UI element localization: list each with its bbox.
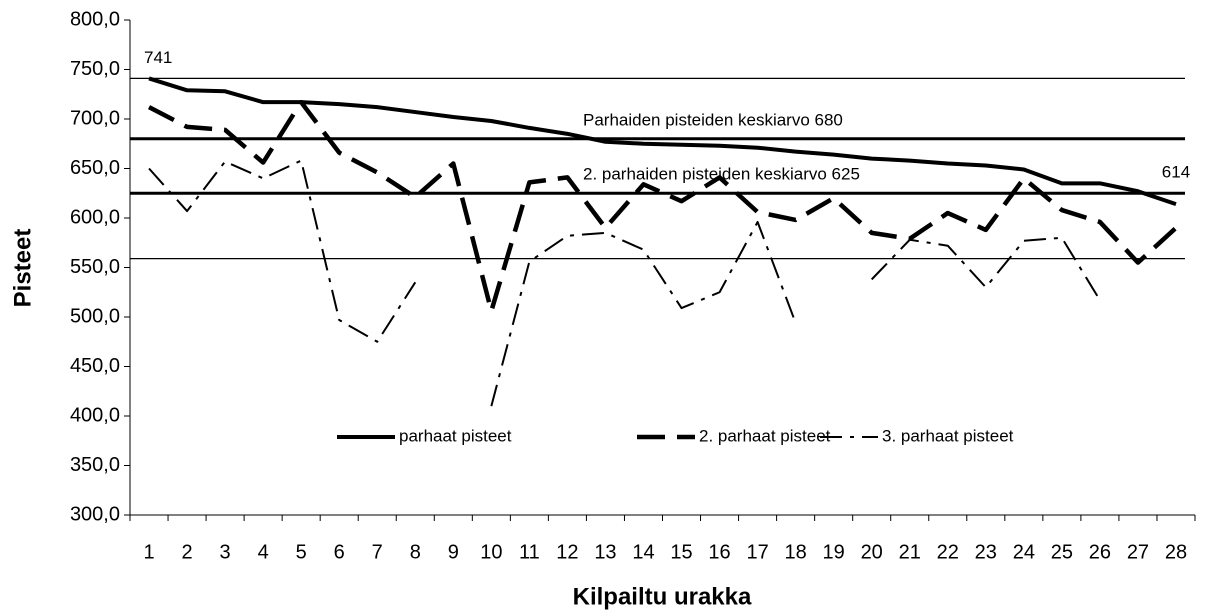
x-tick-label: 15 [670, 541, 692, 563]
y-tick-label: 550,0 [70, 256, 120, 278]
x-tick-label: 25 [1051, 541, 1073, 563]
legend-text: 2. parhaat pisteet [699, 426, 831, 445]
x-tick-label: 1 [143, 541, 154, 563]
x-tick-label: 21 [899, 541, 921, 563]
x-tick-label: 16 [708, 541, 730, 563]
y-tick-label: 750,0 [70, 58, 120, 80]
x-tick-label: 24 [1013, 541, 1035, 563]
x-tick-label: 9 [448, 541, 459, 563]
y-tick-label: 700,0 [70, 107, 120, 129]
x-tick-label: 26 [1089, 541, 1111, 563]
legend-text: parhaat pisteet [399, 426, 512, 445]
legend-text: 3. parhaat pisteet [882, 426, 1014, 445]
x-tick-label: 10 [480, 541, 502, 563]
y-tick-label: 500,0 [70, 305, 120, 327]
x-tick-label: 19 [823, 541, 845, 563]
y-tick-label: 800,0 [70, 8, 120, 30]
x-tick-label: 2 [181, 541, 192, 563]
x-tick-label: 13 [594, 541, 616, 563]
y-tick-label: 650,0 [70, 157, 120, 179]
x-tick-label: 3 [220, 541, 231, 563]
reference-label: 2. parhaiden pisteiden keskiarvo 625 [583, 165, 860, 184]
x-axis-title: Kilpailtu urakka [573, 583, 752, 610]
x-tick-label: 23 [975, 541, 997, 563]
x-tick-label: 11 [519, 541, 540, 563]
y-tick-label: 300,0 [70, 503, 120, 525]
y-axis-title: Pisteet [9, 229, 36, 308]
x-tick-label: 20 [861, 541, 883, 563]
series-line [147, 99, 1178, 314]
y-tick-label: 450,0 [70, 355, 120, 377]
y-tick-label: 350,0 [70, 454, 120, 476]
x-tick-label: 6 [334, 541, 345, 563]
y-tick-label: 400,0 [70, 404, 120, 426]
x-tick-label: 18 [785, 541, 807, 563]
data-label: 614 [1162, 163, 1190, 182]
x-tick-label: 14 [632, 541, 654, 563]
reference-label: Parhaiden pisteiden keskiarvo 680 [583, 110, 843, 129]
series-line [148, 76, 1177, 207]
x-tick-label: 22 [937, 541, 959, 563]
data-label: 741 [144, 48, 172, 67]
series-line [148, 159, 1101, 407]
x-tick-label: 5 [296, 541, 307, 563]
x-tick-label: 17 [746, 541, 768, 563]
y-tick-label: 600,0 [70, 206, 120, 228]
x-tick-label: 4 [258, 541, 269, 563]
x-tick-label: 27 [1127, 541, 1149, 563]
x-tick-label: 7 [372, 541, 383, 563]
x-tick-label: 12 [556, 541, 578, 563]
x-tick-label: 28 [1165, 541, 1187, 563]
x-tick-label: 8 [410, 541, 421, 563]
